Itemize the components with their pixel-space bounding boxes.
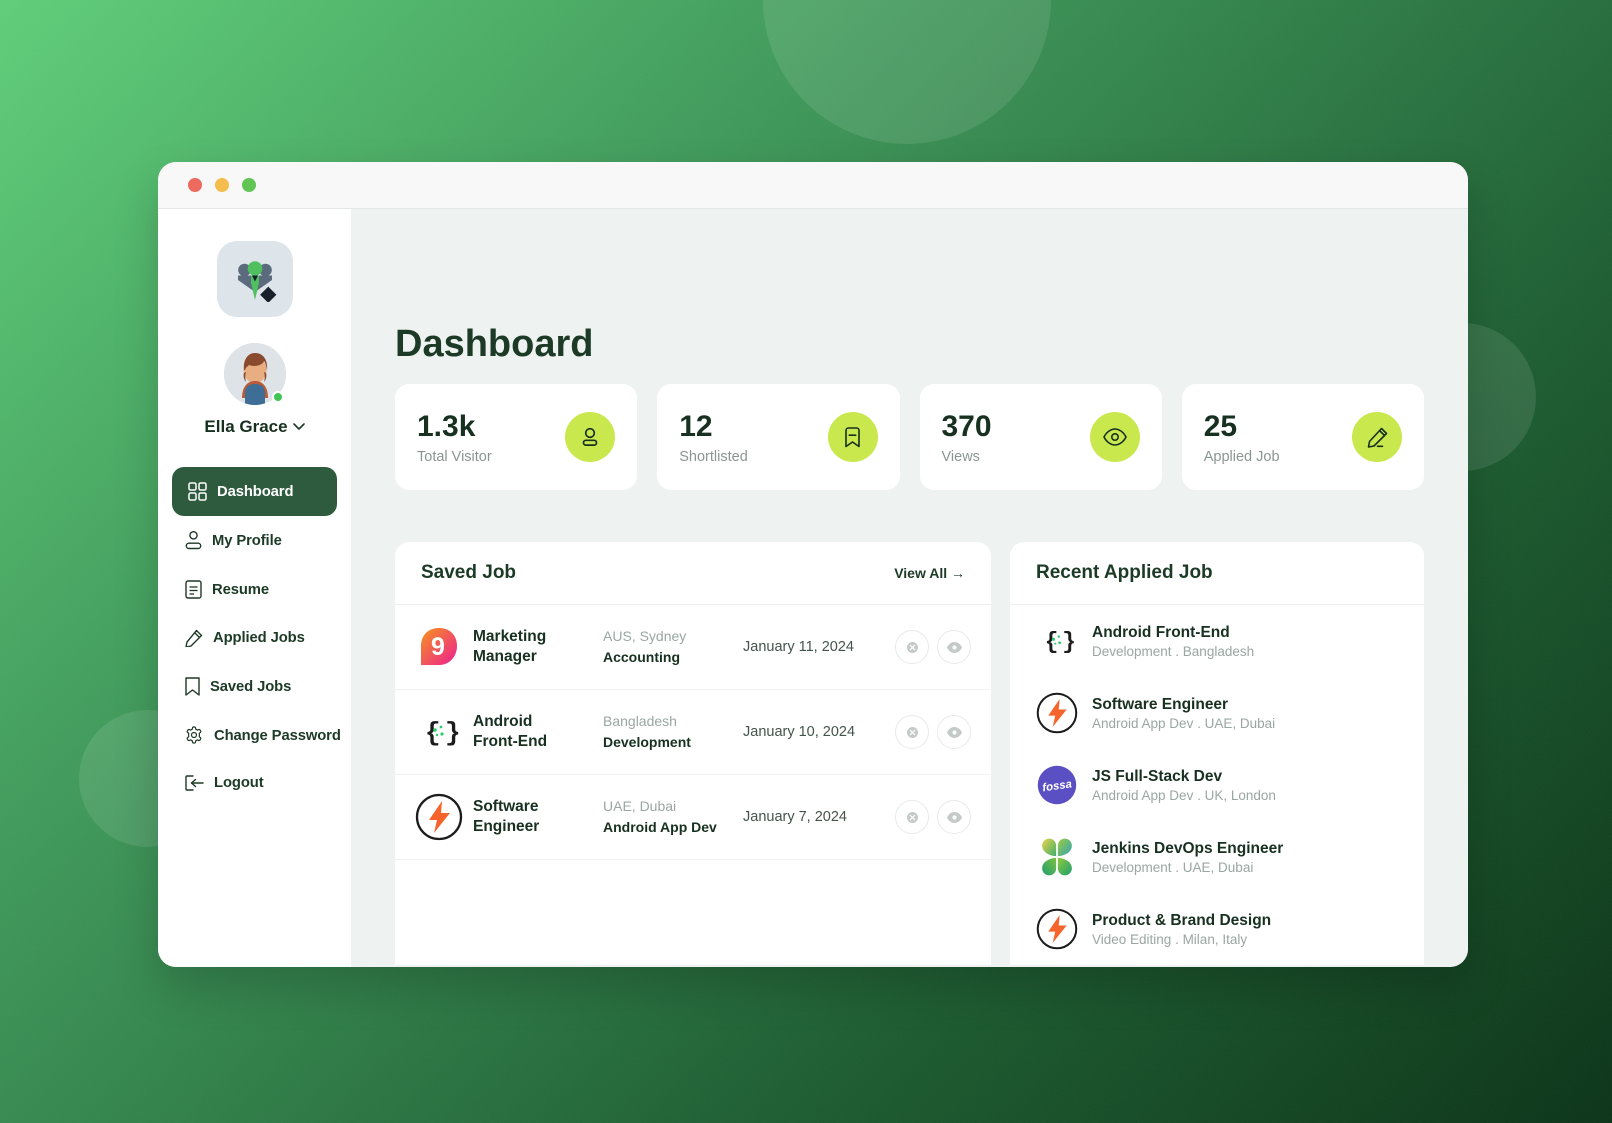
svg-text:}: } — [445, 718, 461, 748]
svg-text:{: { — [425, 718, 441, 748]
svg-text:9: 9 — [431, 633, 445, 661]
svg-text:{: { — [1045, 629, 1059, 655]
svg-text:}: } — [1062, 629, 1076, 655]
